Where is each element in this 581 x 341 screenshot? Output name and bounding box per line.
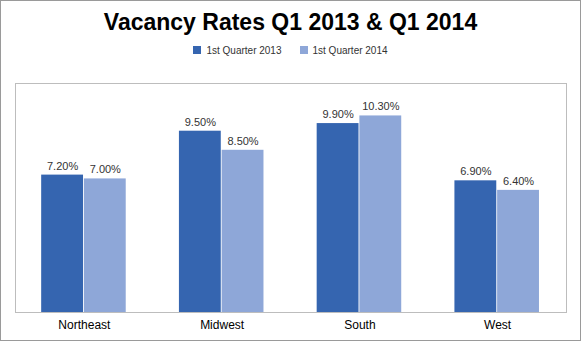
svg-text:Northeast: Northeast [58,318,111,332]
svg-text:6.40%: 6.40% [503,175,534,187]
svg-text:7.00%: 7.00% [90,163,121,175]
svg-text:7.20%: 7.20% [47,160,78,172]
html-text:1st Quarter 2014: 1st Quarter 2014 [312,44,388,56]
svg-text:Midwest: Midwest [200,318,245,332]
svg-text:6.90%: 6.90% [460,165,491,177]
svg-text:West: West [484,318,512,332]
svg-text:8.50%: 8.50% [227,135,258,147]
svg-text:9.50%: 9.50% [185,116,216,128]
html-text:Vacancy Rates Q1 2013 & Q1 201: Vacancy Rates Q1 2013 & Q1 2014 [103,9,478,35]
svg-text:South: South [344,318,375,332]
html-text:1st Quarter 2013: 1st Quarter 2013 [206,44,282,56]
svg-text:10.30%: 10.30% [362,100,400,112]
svg-text:9.90%: 9.90% [322,108,353,120]
